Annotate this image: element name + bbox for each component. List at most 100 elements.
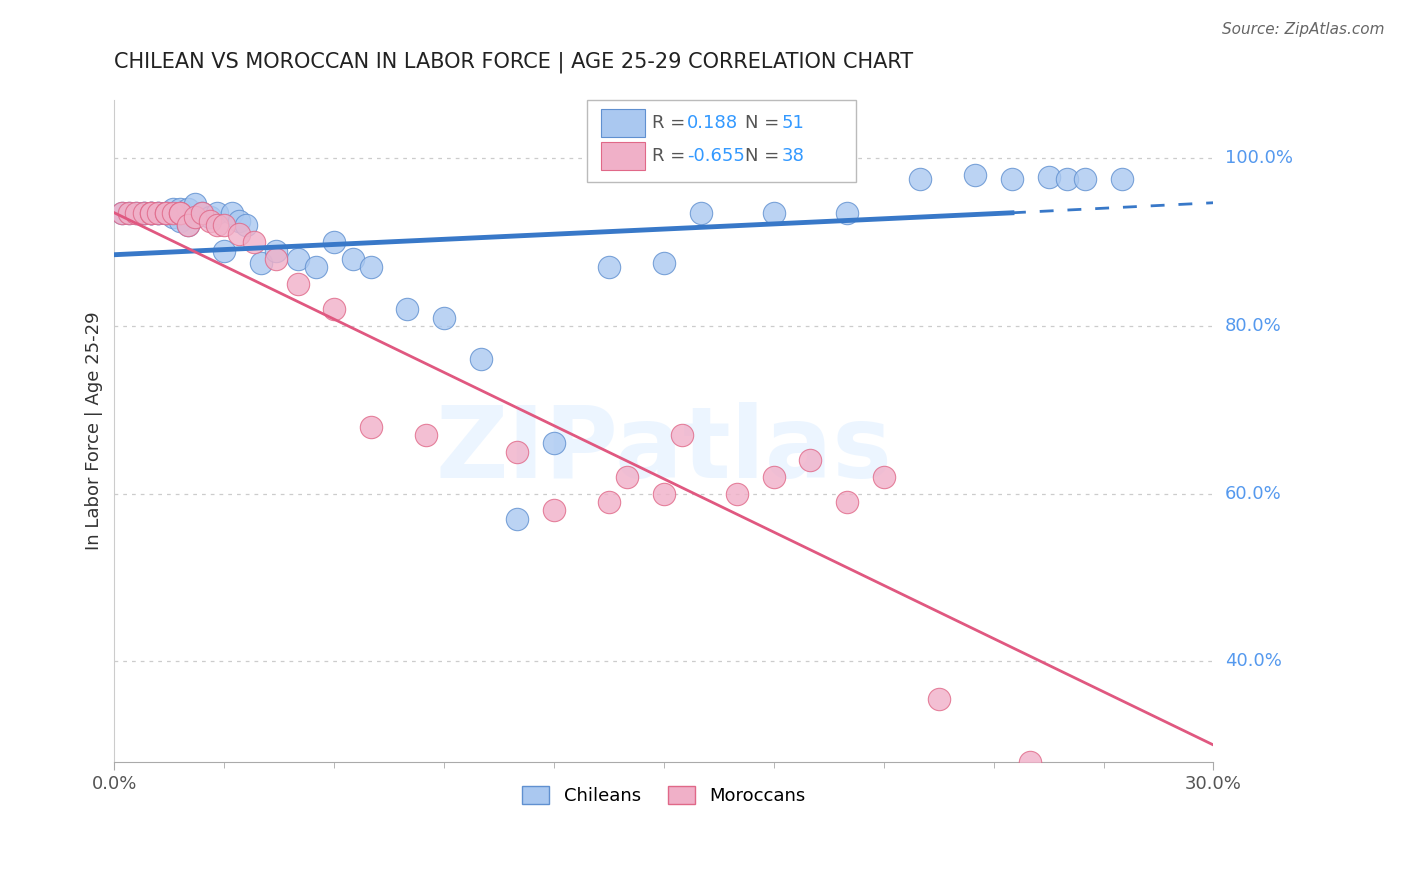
Point	[305, 260, 328, 275]
Point	[323, 235, 346, 249]
Point	[155, 206, 177, 220]
Point	[1038, 169, 1060, 184]
Point	[184, 210, 207, 224]
Point	[342, 252, 364, 266]
Text: Source: ZipAtlas.com: Source: ZipAtlas.com	[1222, 22, 1385, 37]
Point	[155, 206, 177, 220]
Text: 40.0%: 40.0%	[1225, 652, 1281, 670]
Point	[616, 470, 638, 484]
Point	[264, 252, 287, 266]
Text: 100.0%: 100.0%	[1225, 149, 1292, 168]
Point	[598, 260, 620, 275]
Point	[228, 214, 250, 228]
Point	[198, 210, 221, 224]
Text: CHILEAN VS MOROCCAN IN LABOR FORCE | AGE 25-29 CORRELATION CHART: CHILEAN VS MOROCCAN IN LABOR FORCE | AGE…	[114, 52, 914, 73]
Point	[184, 197, 207, 211]
Point	[132, 206, 155, 220]
Text: R =: R =	[652, 114, 685, 132]
Point	[264, 244, 287, 258]
Point	[176, 219, 198, 233]
Text: -0.655: -0.655	[688, 147, 745, 165]
Point	[762, 206, 785, 220]
Point	[139, 206, 162, 220]
Point	[652, 256, 675, 270]
Point	[360, 419, 382, 434]
Point	[118, 206, 141, 220]
Text: 38: 38	[782, 147, 804, 165]
Point	[837, 206, 859, 220]
Point	[242, 235, 264, 249]
Point	[148, 206, 170, 220]
Point	[125, 206, 148, 220]
Point	[543, 503, 565, 517]
FancyBboxPatch shape	[602, 109, 645, 136]
Point	[191, 206, 214, 220]
Point	[235, 219, 257, 233]
Point	[1111, 172, 1133, 186]
Point	[132, 206, 155, 220]
Legend: Chileans, Moroccans: Chileans, Moroccans	[515, 779, 813, 813]
Point	[169, 206, 191, 220]
Text: 0.188: 0.188	[688, 114, 738, 132]
Point	[928, 692, 950, 706]
Point	[1074, 172, 1097, 186]
Point	[965, 168, 987, 182]
Point	[148, 206, 170, 220]
Point	[162, 206, 184, 220]
Point	[287, 252, 309, 266]
Point	[652, 486, 675, 500]
Point	[837, 495, 859, 509]
Point	[139, 206, 162, 220]
Point	[228, 227, 250, 241]
Point	[214, 219, 236, 233]
Point	[205, 206, 228, 220]
Text: N =: N =	[745, 147, 779, 165]
Point	[155, 206, 177, 220]
Point	[799, 453, 821, 467]
Point	[506, 512, 529, 526]
Text: N =: N =	[745, 114, 779, 132]
Point	[762, 470, 785, 484]
Point	[162, 210, 184, 224]
FancyBboxPatch shape	[602, 142, 645, 169]
Point	[415, 428, 437, 442]
Point	[1019, 755, 1042, 769]
Y-axis label: In Labor Force | Age 25-29: In Labor Force | Age 25-29	[86, 311, 103, 550]
Point	[543, 436, 565, 450]
Point	[873, 470, 896, 484]
Point	[176, 202, 198, 216]
Text: 80.0%: 80.0%	[1225, 317, 1281, 335]
Point	[125, 206, 148, 220]
Text: 60.0%: 60.0%	[1225, 484, 1281, 502]
Point	[111, 206, 134, 220]
Point	[470, 352, 492, 367]
Point	[118, 206, 141, 220]
Point	[139, 206, 162, 220]
Point	[191, 206, 214, 220]
Point	[139, 206, 162, 220]
Point	[214, 244, 236, 258]
Point	[221, 206, 243, 220]
Text: ZIPatlas: ZIPatlas	[436, 402, 893, 500]
Point	[1056, 172, 1078, 186]
Point	[360, 260, 382, 275]
Text: R =: R =	[652, 147, 685, 165]
Point	[184, 210, 207, 224]
Point	[205, 219, 228, 233]
Point	[433, 310, 456, 325]
Point	[689, 206, 711, 220]
Text: 51: 51	[782, 114, 804, 132]
Point	[169, 202, 191, 216]
Point	[111, 206, 134, 220]
Point	[176, 219, 198, 233]
Point	[132, 206, 155, 220]
Point	[598, 495, 620, 509]
Point	[1001, 172, 1024, 186]
Point	[169, 214, 191, 228]
Point	[250, 256, 273, 270]
Point	[162, 202, 184, 216]
Point	[396, 302, 419, 317]
Point	[139, 206, 162, 220]
Point	[155, 206, 177, 220]
FancyBboxPatch shape	[588, 100, 856, 183]
